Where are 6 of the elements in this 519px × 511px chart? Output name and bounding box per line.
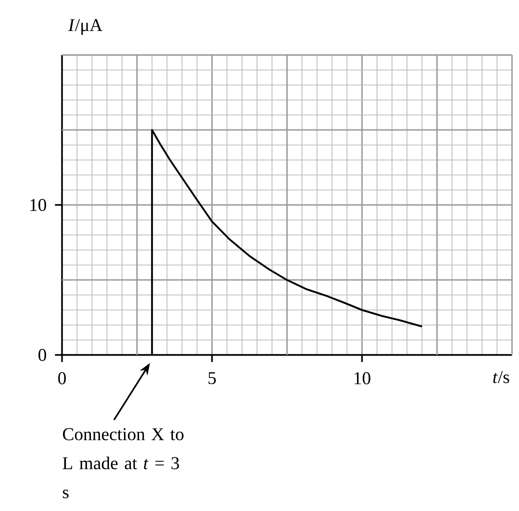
y-axis-title: I/μA bbox=[68, 19, 102, 35]
x-axis-title: t/s bbox=[493, 371, 510, 384]
x-tick-label: 10 bbox=[354, 372, 370, 384]
x-tick-label: 5 bbox=[208, 372, 216, 384]
text: Connection X to L made at t = 3 s bbox=[62, 428, 184, 498]
x-tick-label: 0 bbox=[58, 372, 66, 384]
